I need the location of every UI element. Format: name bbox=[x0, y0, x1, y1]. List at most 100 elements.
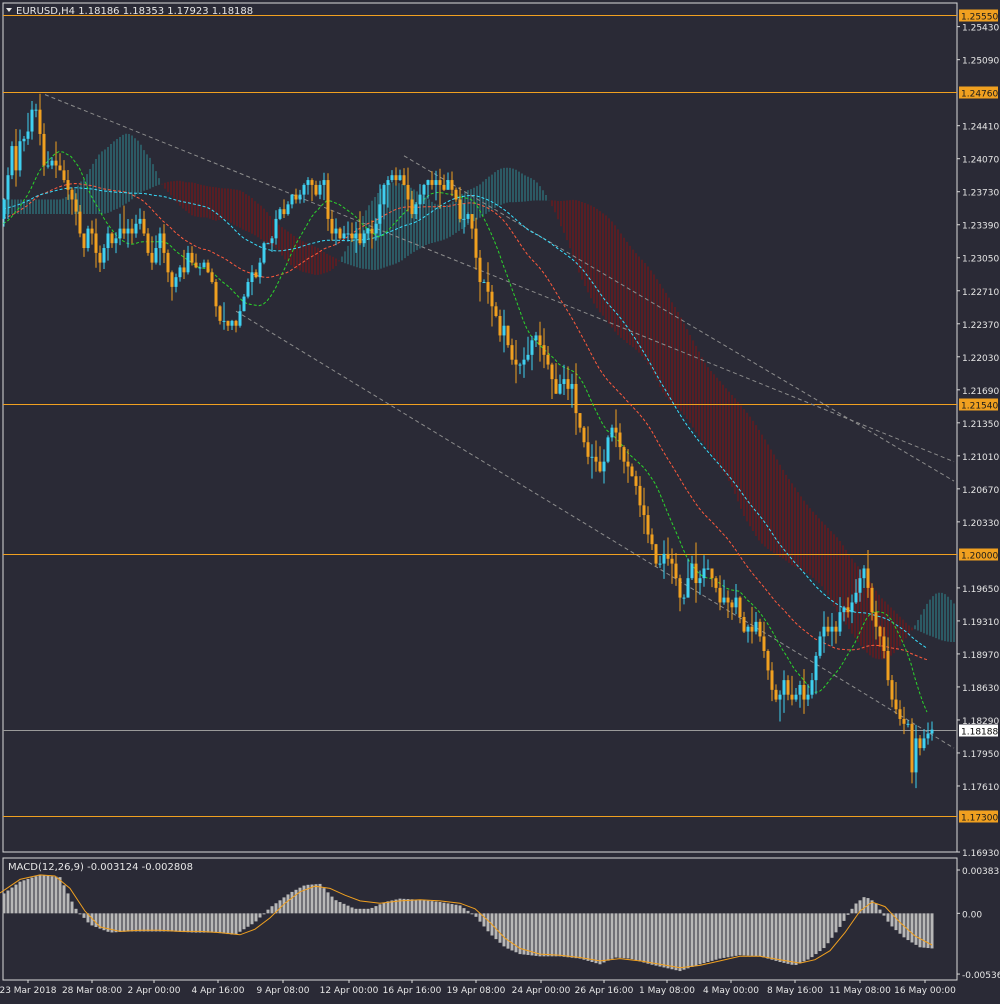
candle-body[interactable] bbox=[10, 146, 14, 176]
candle-body[interactable] bbox=[278, 209, 282, 219]
candle-body[interactable] bbox=[402, 175, 406, 185]
candle-body[interactable] bbox=[542, 345, 546, 355]
candle-body[interactable] bbox=[18, 141, 22, 171]
candle-body[interactable] bbox=[150, 252, 154, 263]
candle-body[interactable] bbox=[546, 354, 550, 365]
candle-body[interactable] bbox=[630, 466, 634, 477]
candle-body[interactable] bbox=[666, 553, 670, 559]
candle-body[interactable] bbox=[486, 282, 490, 292]
candle-body[interactable] bbox=[786, 680, 790, 695]
candle-body[interactable] bbox=[418, 194, 422, 205]
candle-body[interactable] bbox=[74, 199, 78, 212]
candle-body[interactable] bbox=[534, 335, 538, 341]
candle-body[interactable] bbox=[930, 729, 934, 734]
candle-body[interactable] bbox=[770, 670, 774, 690]
candle-body[interactable] bbox=[254, 272, 258, 278]
candle-body[interactable] bbox=[410, 199, 414, 215]
candle-body[interactable] bbox=[554, 379, 558, 394]
candle-body[interactable] bbox=[526, 354, 530, 360]
candle-body[interactable] bbox=[70, 189, 74, 200]
candle-body[interactable] bbox=[674, 563, 678, 579]
candle-body[interactable] bbox=[398, 175, 402, 181]
candle-body[interactable] bbox=[914, 738, 918, 773]
candle-body[interactable] bbox=[510, 345, 514, 360]
candle-body[interactable] bbox=[306, 180, 310, 185]
candle-body[interactable] bbox=[870, 587, 874, 613]
candle-body[interactable] bbox=[830, 626, 834, 632]
candle-body[interactable] bbox=[446, 180, 450, 190]
channel-trendline[interactable] bbox=[44, 94, 955, 463]
candle-body[interactable] bbox=[90, 228, 94, 234]
candle-body[interactable] bbox=[426, 180, 430, 185]
candle-body[interactable] bbox=[322, 180, 326, 185]
candle-body[interactable] bbox=[590, 456, 594, 458]
candle-body[interactable] bbox=[290, 194, 294, 205]
candle-body[interactable] bbox=[862, 568, 866, 579]
candle-body[interactable] bbox=[726, 597, 730, 603]
channel-trendline[interactable] bbox=[235, 310, 955, 749]
candle-body[interactable] bbox=[466, 214, 470, 219]
candle-body[interactable] bbox=[286, 204, 290, 215]
candle-body[interactable] bbox=[234, 320, 238, 326]
candle-body[interactable] bbox=[46, 165, 50, 167]
candle-body[interactable] bbox=[834, 626, 838, 632]
candle-body[interactable] bbox=[134, 223, 138, 234]
candle-body[interactable] bbox=[422, 184, 426, 195]
candle-body[interactable] bbox=[158, 233, 162, 249]
candle-body[interactable] bbox=[310, 180, 314, 185]
candle-body[interactable] bbox=[162, 233, 166, 253]
candle-body[interactable] bbox=[902, 718, 906, 724]
candle-body[interactable] bbox=[506, 325, 510, 346]
candle-body[interactable] bbox=[82, 233, 86, 249]
candle-body[interactable] bbox=[366, 228, 370, 234]
candle-body[interactable] bbox=[122, 228, 126, 234]
candle-body[interactable] bbox=[226, 320, 230, 326]
candle-body[interactable] bbox=[178, 267, 182, 278]
candle-body[interactable] bbox=[146, 233, 150, 253]
candle-body[interactable] bbox=[42, 133, 46, 166]
candle-body[interactable] bbox=[270, 238, 274, 244]
candle-body[interactable] bbox=[858, 578, 862, 593]
candle-body[interactable] bbox=[350, 233, 354, 239]
candle-body[interactable] bbox=[190, 252, 194, 263]
candle-body[interactable] bbox=[550, 364, 554, 380]
candle-body[interactable] bbox=[374, 223, 378, 234]
candle-body[interactable] bbox=[362, 233, 366, 244]
candle-body[interactable] bbox=[626, 461, 630, 467]
candle-body[interactable] bbox=[690, 563, 694, 579]
candle-body[interactable] bbox=[498, 316, 502, 336]
candle-body[interactable] bbox=[482, 282, 486, 284]
candle-body[interactable] bbox=[406, 184, 410, 200]
candle-body[interactable] bbox=[258, 262, 262, 278]
candle-body[interactable] bbox=[558, 383, 562, 394]
candle-body[interactable] bbox=[798, 684, 802, 695]
candle-body[interactable] bbox=[646, 515, 650, 535]
candle-body[interactable] bbox=[230, 320, 234, 326]
candle-body[interactable] bbox=[370, 228, 374, 234]
dropdown-arrow-icon[interactable] bbox=[6, 8, 12, 12]
candle-body[interactable] bbox=[570, 383, 574, 389]
candle-body[interactable] bbox=[650, 534, 654, 545]
candle-body[interactable] bbox=[918, 738, 922, 749]
candle-body[interactable] bbox=[722, 597, 726, 603]
candle-body[interactable] bbox=[114, 238, 118, 244]
candle-body[interactable] bbox=[802, 684, 806, 700]
candle-body[interactable] bbox=[642, 505, 646, 516]
candle-body[interactable] bbox=[198, 267, 202, 269]
candle-body[interactable] bbox=[250, 272, 254, 283]
candle-body[interactable] bbox=[330, 218, 334, 234]
candle-body[interactable] bbox=[358, 233, 362, 244]
candle-body[interactable] bbox=[838, 612, 842, 632]
candle-body[interactable] bbox=[738, 597, 742, 618]
candle-body[interactable] bbox=[610, 427, 614, 438]
candle-body[interactable] bbox=[658, 563, 662, 565]
candle-body[interactable] bbox=[458, 199, 462, 219]
candle-body[interactable] bbox=[378, 204, 382, 224]
candle-body[interactable] bbox=[298, 194, 302, 200]
candle-body[interactable] bbox=[522, 359, 526, 365]
candle-body[interactable] bbox=[578, 413, 582, 428]
candle-body[interactable] bbox=[514, 359, 518, 365]
candle-body[interactable] bbox=[766, 651, 770, 671]
candle-body[interactable] bbox=[142, 218, 146, 234]
